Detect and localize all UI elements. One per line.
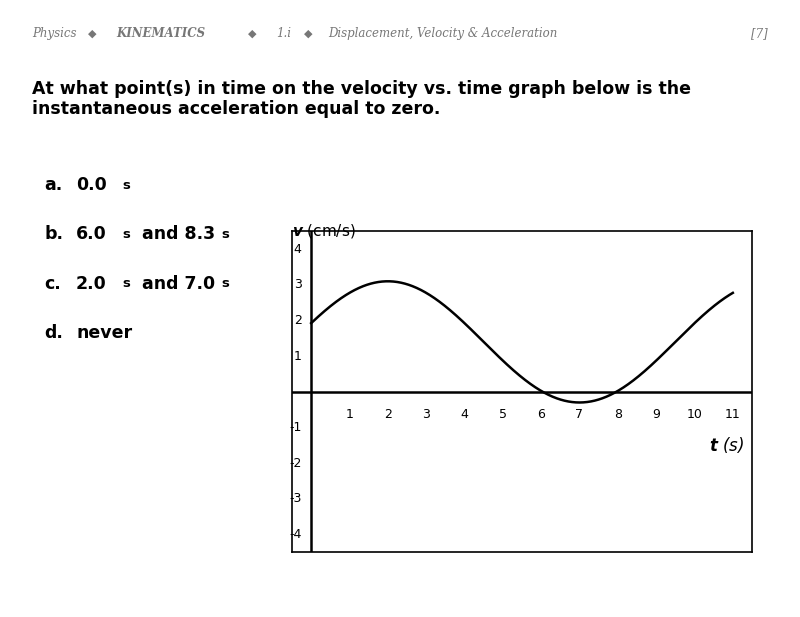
Text: -1: -1 — [290, 421, 302, 434]
Text: c.: c. — [44, 275, 61, 293]
Text: and 8.3: and 8.3 — [136, 225, 215, 244]
Text: [7]: [7] — [751, 27, 768, 41]
Text: 6.0: 6.0 — [76, 225, 106, 244]
Text: 6: 6 — [538, 408, 545, 421]
Text: d.: d. — [44, 324, 63, 342]
Text: ◆: ◆ — [304, 29, 312, 39]
Text: 8: 8 — [614, 408, 622, 421]
Text: s: s — [222, 277, 230, 291]
Text: 3: 3 — [422, 408, 430, 421]
Text: 4: 4 — [461, 408, 469, 421]
Text: 10: 10 — [686, 408, 702, 421]
Text: 1: 1 — [346, 408, 354, 421]
Text: 1.i: 1.i — [276, 27, 291, 41]
Text: and 7.0: and 7.0 — [136, 275, 215, 293]
Text: s: s — [122, 277, 130, 291]
Text: 2: 2 — [384, 408, 392, 421]
Text: 11: 11 — [725, 408, 741, 421]
Text: Displacement, Velocity & Acceleration: Displacement, Velocity & Acceleration — [328, 27, 558, 41]
Text: At what point(s) in time on the velocity vs. time graph below is the: At what point(s) in time on the velocity… — [32, 80, 691, 98]
Text: s: s — [222, 228, 230, 241]
Text: s: s — [122, 228, 130, 241]
Text: 7: 7 — [575, 408, 583, 421]
Text: -4: -4 — [290, 528, 302, 541]
Text: instantaneous acceleration equal to zero.: instantaneous acceleration equal to zero… — [32, 100, 440, 118]
Text: 5: 5 — [499, 408, 507, 421]
Text: ◆: ◆ — [88, 29, 96, 39]
Text: 0.0: 0.0 — [76, 176, 106, 194]
Text: Physics: Physics — [32, 27, 77, 41]
Text: $\boldsymbol{v}$ (cm/s): $\boldsymbol{v}$ (cm/s) — [292, 223, 356, 241]
Text: 2: 2 — [294, 314, 302, 327]
Text: never: never — [76, 324, 132, 342]
Text: -3: -3 — [290, 492, 302, 505]
Text: $\boldsymbol{t}$ (s): $\boldsymbol{t}$ (s) — [709, 434, 744, 455]
Text: -2: -2 — [290, 457, 302, 470]
Text: 1: 1 — [294, 350, 302, 363]
Text: KINEMATICS: KINEMATICS — [116, 27, 205, 41]
Text: a.: a. — [44, 176, 62, 194]
Text: s: s — [122, 178, 130, 192]
Text: 3: 3 — [294, 278, 302, 291]
Text: b.: b. — [44, 225, 63, 244]
Text: 4: 4 — [294, 242, 302, 255]
Text: ◆: ◆ — [248, 29, 256, 39]
Text: 9: 9 — [652, 408, 660, 421]
Text: 2.0: 2.0 — [76, 275, 106, 293]
